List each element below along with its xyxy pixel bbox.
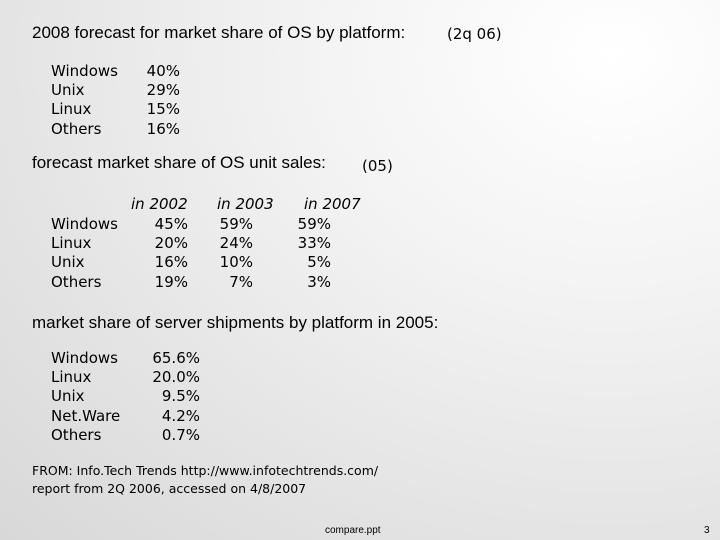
section3-value: 4.2%	[161, 406, 200, 425]
year-header-2007: in 2007	[304, 195, 361, 213]
section1-label: Linux	[51, 100, 92, 119]
section1-labels: Windows Unix Linux Others	[51, 62, 118, 139]
section1-value: 29%	[146, 81, 180, 100]
section3-values: 65.6% 20.0% 9.5% 4.2% 0.7%	[148, 349, 200, 445]
section2-label: Linux	[51, 234, 92, 253]
section2-value: 20%	[154, 234, 188, 253]
section2-label: Unix	[51, 253, 85, 272]
section2-value: 7%	[229, 272, 253, 291]
section2-value: 10%	[219, 253, 253, 272]
section3-label: Windows	[51, 349, 118, 367]
section2-label: Windows	[51, 215, 118, 233]
section2-value: 45%	[154, 215, 188, 233]
footer-page-number: 3	[704, 525, 710, 536]
section2-value: 24%	[219, 234, 253, 253]
year-header-2002: in 2002	[131, 195, 188, 213]
section2-label: Others	[51, 272, 102, 291]
section3-labels: Windows Linux Unix Net.Ware Others	[51, 349, 120, 445]
section3-value: 9.5%	[161, 387, 200, 406]
section2-value: 5%	[307, 253, 331, 272]
section1-label: Windows	[51, 62, 118, 80]
section3-value: 0.7%	[161, 425, 200, 444]
section3-label: Others	[51, 425, 102, 444]
section2-value: 33%	[297, 234, 331, 253]
section2-value: 16%	[154, 253, 188, 272]
section1-title: 2008 forecast for market share of OS by …	[32, 23, 406, 42]
section2-col-2003: 59% 24% 10% 7%	[206, 215, 253, 292]
section3-value: 65.6%	[152, 349, 200, 367]
section1-value: 16%	[146, 119, 180, 138]
section2-title: forecast market share of OS unit sales:	[32, 153, 326, 172]
section3-label: Net.Ware	[51, 406, 121, 425]
section2-col-2007: 59% 33% 5% 3%	[290, 215, 331, 292]
source-line-1: FROM: Info.Tech Trends http://www.infote…	[32, 463, 379, 478]
section3-value: 20.0%	[152, 368, 200, 387]
source-line-2: report from 2Q 2006, accessed on 4/8/200…	[32, 481, 307, 496]
section2-col-2002: 45% 20% 16% 19%	[140, 215, 188, 292]
section3-title: market share of server shipments by plat…	[32, 313, 439, 332]
section3-label: Linux	[51, 368, 92, 387]
section2-value: 3%	[307, 272, 331, 291]
section1-label: Others	[51, 119, 102, 138]
footer-filename: compare.ppt	[325, 525, 381, 536]
section1-value: 40%	[146, 62, 180, 80]
section2-value: 59%	[297, 215, 331, 233]
section3-label: Unix	[51, 387, 85, 406]
section1-label: Unix	[51, 81, 85, 100]
year-header-2003: in 2003	[217, 195, 274, 213]
section2-labels: Windows Linux Unix Others	[51, 215, 118, 292]
section1-note: (2q 06)	[447, 25, 502, 43]
section2-note: (05)	[362, 157, 393, 175]
section2-value: 19%	[154, 272, 188, 291]
section1-values: 40% 29% 15% 16%	[142, 62, 180, 139]
section1-value: 15%	[146, 100, 180, 119]
section2-value: 59%	[219, 215, 253, 233]
